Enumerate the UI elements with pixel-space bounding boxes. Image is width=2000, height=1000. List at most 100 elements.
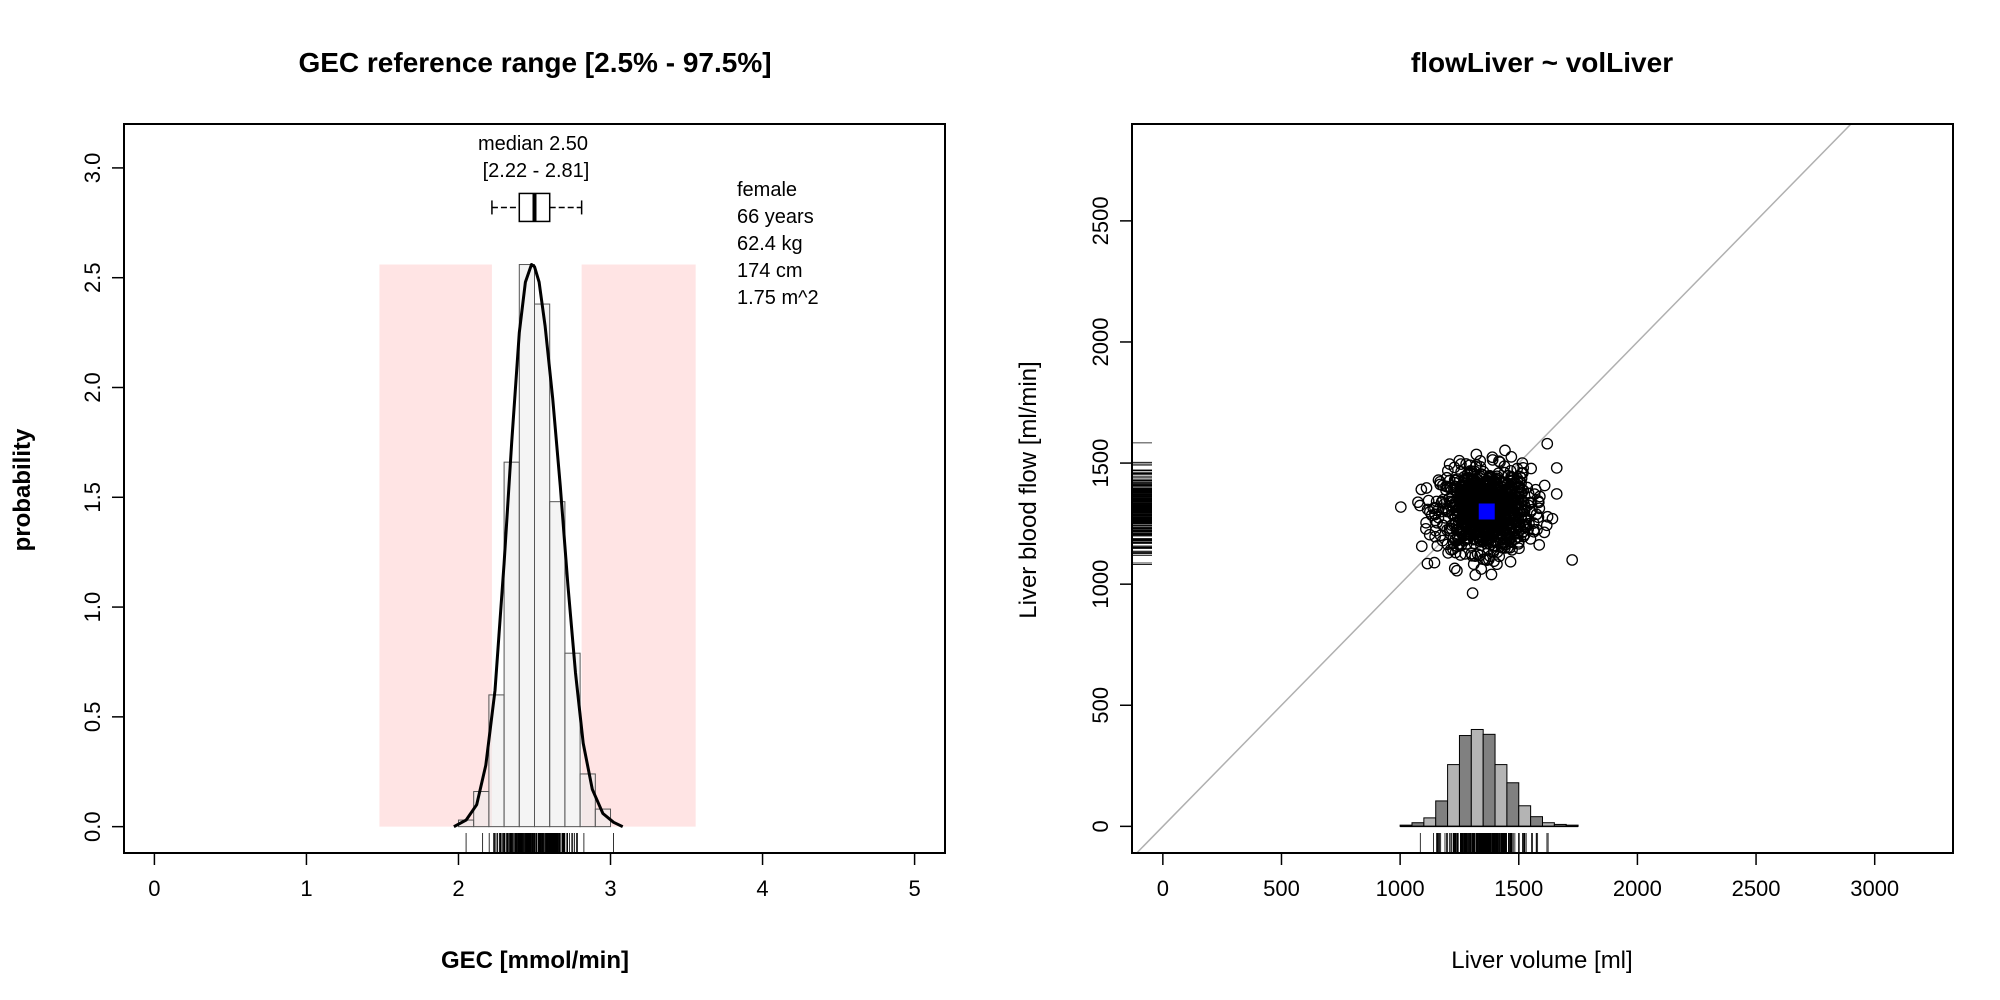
scatter-point (1550, 488, 1563, 500)
scatter-point (1520, 519, 1533, 531)
scatter-point (1466, 587, 1479, 599)
scatter-point (1458, 529, 1470, 542)
patient-bsa: 1.75 m^2 (737, 287, 819, 309)
liver-plot-area (1132, 123, 1852, 854)
gec-x-tick-label: 4 (756, 876, 768, 901)
gec-chart-title: GEC reference range [2.5% - 97.5%] (298, 47, 771, 78)
volume-histogram-bar-10 (1518, 805, 1532, 827)
scatter-point (1454, 489, 1467, 502)
scatter-point (1469, 533, 1482, 545)
scatter-point (1488, 555, 1500, 568)
scatter-point (1475, 563, 1488, 575)
scatter-point (1504, 555, 1517, 568)
scatter-point (1440, 480, 1452, 493)
gec-y-tick-label: 1.0 (80, 592, 105, 623)
gec-x-tick-label: 2 (452, 876, 464, 901)
volume-rug (1419, 833, 1549, 853)
scatter-point (1526, 503, 1538, 516)
scatter-point (1430, 495, 1443, 508)
flow-rug (1132, 442, 1152, 565)
scatter-point (1420, 516, 1432, 529)
scatter-point (1412, 496, 1424, 509)
scatter-point (1456, 497, 1469, 510)
volume-histogram (1399, 728, 1579, 828)
scatter-point (1541, 510, 1554, 523)
histogram-bar-4 (518, 264, 536, 828)
scatter-point (1517, 526, 1530, 538)
scatter-point (1415, 483, 1428, 496)
scatter-point (1463, 490, 1475, 503)
scatter-point (1470, 448, 1483, 461)
reference-band-0 (379, 264, 492, 827)
scatter-point (1421, 557, 1434, 570)
scatter-point (1540, 519, 1553, 532)
gec-y-axis: 0.0 0.5 1.0 1.5 2.0 2.5 3.0 (80, 153, 124, 842)
liver-x-tick-label: 2000 (1613, 876, 1662, 901)
scatter-point (1538, 526, 1551, 539)
scatter-point (1429, 530, 1441, 543)
scatter-point (1479, 489, 1491, 502)
scatter-point (1420, 482, 1433, 494)
gec-x-tick-label: 5 (908, 876, 920, 901)
scatter-point (1445, 522, 1458, 535)
volume-histogram-bar-3 (1435, 800, 1449, 827)
gec-x-tick-label: 0 (148, 876, 160, 901)
scatter-point (1566, 554, 1579, 566)
liver-y-tick-label: 1000 (1088, 560, 1113, 609)
scatter-point (1499, 444, 1511, 457)
scatter-point (1452, 523, 1464, 535)
median-boxplot (491, 192, 583, 223)
scatter-point (1473, 477, 1485, 490)
liver-x-tick-label: 1000 (1376, 876, 1425, 901)
gec-x-axis-title: GEC [mmol/min] (441, 947, 629, 974)
reference-bands (379, 264, 696, 827)
scatter-point (1451, 564, 1463, 577)
scatter-point (1501, 519, 1513, 532)
scatter-point (1494, 486, 1506, 499)
scatter-point (1480, 528, 1492, 541)
scatter-point (1469, 569, 1482, 581)
median-range-label: [2.22 - 2.81] (483, 160, 590, 182)
scatter-point (1471, 548, 1484, 560)
liver-x-axis-title: Liver volume [ml] (1451, 947, 1632, 974)
scatter-point (1524, 533, 1537, 545)
patient-weight: 62.4 kg (737, 233, 803, 255)
scatter-point (1394, 501, 1407, 513)
gec-x-tick-label: 3 (604, 876, 616, 901)
gec-y-tick-label: 0.5 (80, 702, 105, 733)
scatter-point (1531, 523, 1543, 536)
scatter-point (1454, 549, 1467, 561)
scatter-point (1494, 521, 1506, 534)
liver-panel: flowLiver ~ volLiver 0 500 1000 1500 2000 250… (1015, 47, 1954, 974)
scatter-point (1505, 470, 1517, 483)
volume-histogram-bar-11 (1530, 816, 1544, 827)
histogram-bars (457, 264, 612, 828)
scatter-point (1474, 454, 1487, 467)
gec-y-tick-label: 1.5 (80, 482, 105, 513)
liver-y-tick-label: 2500 (1088, 196, 1113, 245)
histogram-bar-5 (534, 303, 551, 828)
scatter-point (1429, 508, 1441, 521)
liver-y-tick-label: 2000 (1088, 317, 1113, 366)
scatter-point (1533, 539, 1546, 551)
gec-y-axis-title: probability (9, 428, 36, 551)
volume-histogram-bar-6 (1470, 728, 1484, 827)
gec-panel: GEC reference range [2.5% - 97.5%] 0 1 2 3 4… (9, 47, 946, 974)
scatter-point (1532, 511, 1545, 524)
scatter-point (1500, 515, 1513, 527)
gec-y-tick-label: 2.0 (80, 372, 105, 403)
liver-y-tick-label: 0 (1088, 820, 1113, 832)
scatter-point (1517, 466, 1529, 479)
scatter-point (1432, 511, 1445, 524)
liver-y-axis-title: Liver blood flow [ml/min] (1015, 361, 1042, 618)
liver-x-tick-label: 1500 (1494, 876, 1543, 901)
scatter-point (1449, 510, 1462, 522)
scatter-point (1538, 479, 1551, 492)
scatter-point (1512, 537, 1525, 550)
liver-x-tick-label: 0 (1157, 876, 1169, 901)
scatter-point (1415, 540, 1428, 553)
scatter-point (1455, 466, 1467, 478)
liver-x-tick-label: 2500 (1732, 876, 1781, 901)
liver-x-tick-label: 500 (1263, 876, 1300, 901)
